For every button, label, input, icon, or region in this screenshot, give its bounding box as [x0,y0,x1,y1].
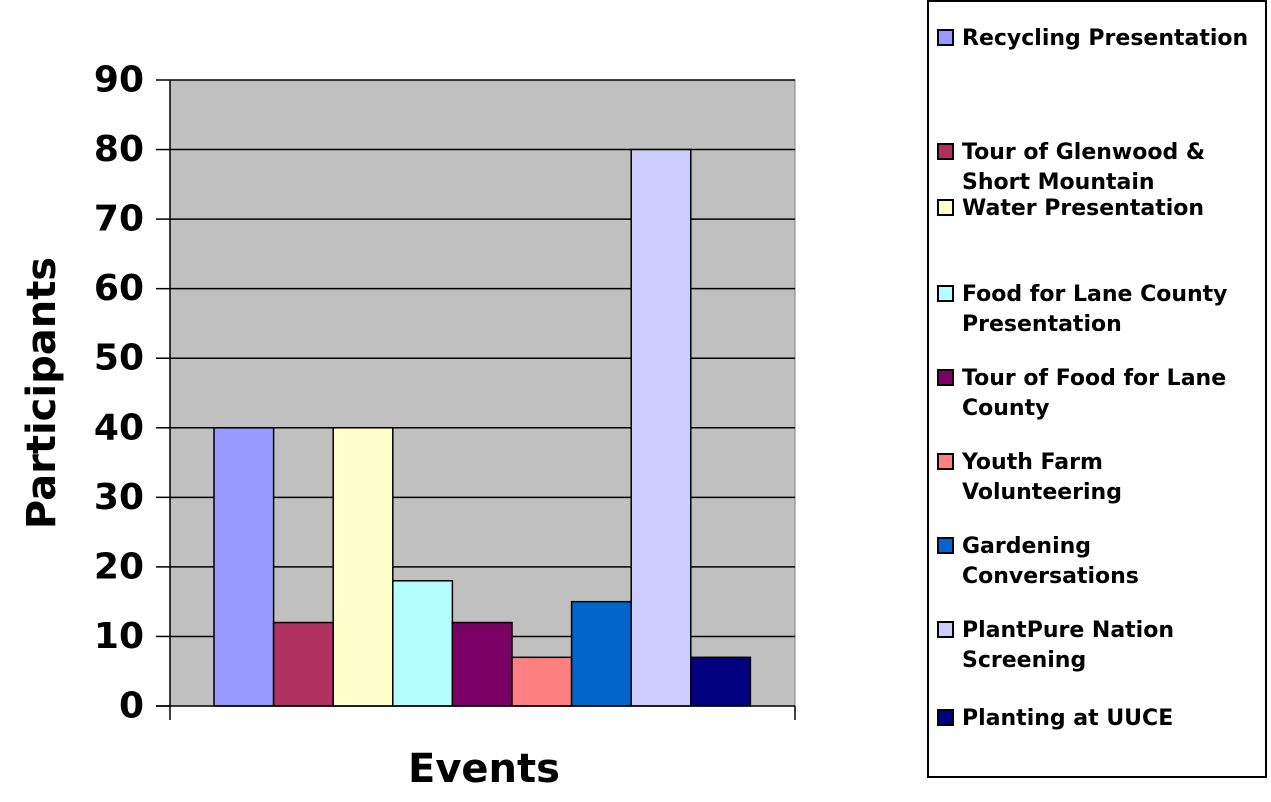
bar [213,427,275,707]
bar [630,148,692,707]
bar [392,580,454,707]
legend-label: Recycling Presentation [962,26,1249,51]
legend-swatch [937,709,954,726]
bar [570,600,632,707]
y-axis-ticks: 0 10 20 30 40 50 60 70 80 90 [94,60,796,727]
y-tick-label: 0 [119,686,144,727]
y-axis-title: Participants [19,257,65,529]
legend-swatch [937,537,954,554]
legend-label: Planting at UUCE [962,706,1174,731]
y-tick-label: 10 [94,616,144,657]
legend-item: Tour of Food for Lane County [937,364,1262,424]
bar [272,621,334,707]
y-tick-label: 80 [94,129,144,170]
legend-item: Tour of Glenwood & Short Mountain [937,138,1262,198]
legend-label: Youth Farm Volunteering [962,450,1122,505]
legend-swatch [937,285,954,302]
legend-item: Food for Lane County Presentation [937,280,1262,340]
legend-swatch [937,199,954,216]
legend-label: Tour of Glenwood & Short Mountain [962,140,1206,195]
bar [511,656,573,707]
y-tick-label: 20 [94,546,144,587]
legend-item: Youth Farm Volunteering [937,448,1262,508]
legend: Recycling Presentation Tour of Glenwood &… [927,0,1267,778]
bar [451,621,513,707]
y-tick-label: 50 [94,338,144,379]
x-axis-title: Events [408,746,560,792]
legend-swatch [937,621,954,638]
legend-item: Water Presentation [937,194,1262,224]
legend-item: Gardening Conversations [937,532,1262,592]
plot-area [169,79,796,707]
legend-item: PlantPure Nation Screening [937,616,1262,676]
legend-swatch [937,453,954,470]
y-tick-label: 60 [94,268,144,309]
legend-swatch [937,29,954,46]
legend-swatch [937,143,954,160]
legend-label: PlantPure Nation Screening [962,618,1174,673]
bar [690,656,752,707]
legend-item: Planting at UUCE [937,704,1262,734]
y-tick-label: 70 [94,199,144,240]
y-tick-label: 90 [94,60,144,101]
legend-swatch [937,369,954,386]
legend-label: Tour of Food for Lane County [962,366,1227,421]
bar [332,427,394,707]
legend-item: Recycling Presentation [937,24,1262,54]
y-tick-label: 40 [94,407,144,448]
y-tick-label: 30 [94,477,144,518]
legend-label: Water Presentation [962,196,1205,221]
legend-label: Gardening Conversations [962,534,1139,589]
legend-label: Food for Lane County Presentation [962,282,1228,337]
